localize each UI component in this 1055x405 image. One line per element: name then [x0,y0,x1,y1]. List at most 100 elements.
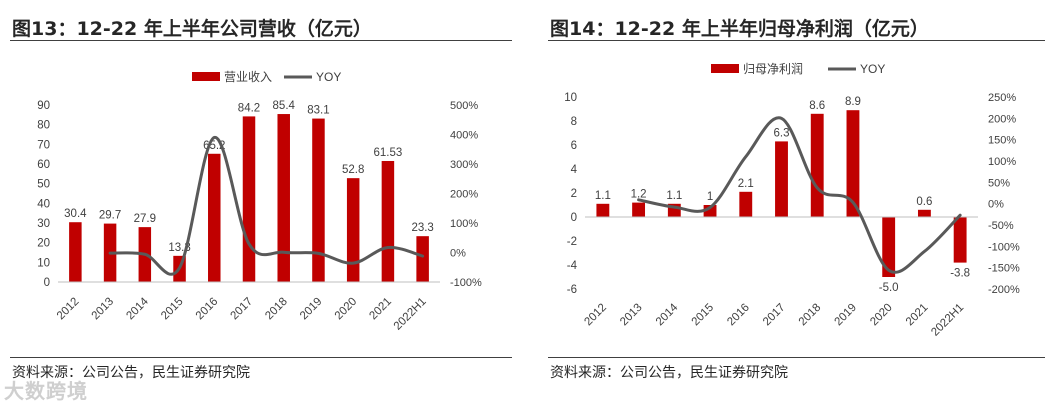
bar-data-label: 1.2 [631,189,647,201]
y-left-tick-label: 50 [37,179,50,191]
y-right-tick-label: -200% [988,284,1020,296]
x-tick-label: 2014 [124,295,151,322]
x-tick-label: 2018 [797,302,824,329]
y-right-tick-label: 0% [988,199,1004,211]
legend-bar-swatch [711,64,739,73]
x-tick-label: 2022H1 [392,296,429,333]
bar-data-label: 1.1 [595,190,611,202]
legend-line-label: YOY [316,70,341,84]
x-tick-label: 2020 [868,302,895,329]
title-rule [548,40,1045,41]
y-left-tick-label: 10 [564,92,577,104]
x-tick-label: 2021 [367,296,394,323]
source-note: 资料来源：公司公告，民生证券研究院 [550,365,788,381]
x-tick-label: 2019 [298,296,325,323]
bar [632,202,646,217]
bar-data-label: 8.9 [845,96,861,108]
y-left-tick-label: 4 [571,164,578,176]
watermark-logo: 大数跨境 [4,379,88,403]
net-profit-chart: 归母净利润 YOY -6 -4 -2 0 2 4 6 8 10 -200% -150% -100% -50%… [564,62,1020,339]
legend-bar-label: 归母净利润 [743,62,803,76]
bar-data-label: 2.1 [738,178,754,190]
bar-data-label: 52.8 [342,164,364,176]
y-left-tick-label: -2 [567,236,577,248]
y-left-tick-label: 10 [37,257,50,269]
x-tick-label: 2014 [654,301,681,328]
y-right-tick-label: -100% [450,277,482,289]
bar [810,113,824,217]
bar [596,203,610,217]
yoy-line [108,136,425,276]
bar [882,217,896,277]
x-tick-label: 2022H1 [929,302,966,339]
x-tick-label: 2012 [582,302,609,329]
bar [208,153,221,282]
y-left-tick-label: -6 [567,284,577,296]
bar-data-label: 1.1 [666,190,682,202]
bar-data-label: -5.0 [879,282,899,294]
x-tick-label: 2021 [904,302,931,329]
bar-data-label: 6.3 [774,127,790,139]
bar-data-label: 29.7 [99,210,121,222]
y-left-tick-label: 60 [37,159,50,171]
y-right-tick-label: 50% [988,177,1010,189]
legend-bar-label: 营业收入 [224,70,272,84]
bar [381,160,395,282]
source-note: 资料来源：公司公告，民生证券研究院 [12,365,250,381]
yoy-line [637,116,962,274]
y-right-tick-label: -150% [988,263,1020,275]
bar-data-label: 8.6 [809,100,825,112]
y-left-tick-label: 70 [37,139,50,151]
y-right-tick-label: 100% [988,156,1016,168]
source-rule [548,357,1045,358]
y-left-tick-label: 2 [571,188,577,200]
bar-data-label: 23.3 [411,222,433,234]
bar [846,110,860,217]
y-left-tick-label: 8 [571,116,577,128]
y-left-tick-label: 20 [37,238,50,250]
y-left-tick-label: 0 [571,212,577,224]
source-rule [10,357,512,358]
legend-bar-swatch [192,72,220,81]
x-tick-label: 2015 [690,302,717,329]
y-right-tick-label: 250% [988,92,1016,104]
bar [739,191,753,217]
y-left-tick-label: 90 [37,100,50,112]
x-tick-label: 2016 [194,296,221,323]
x-tick-label: 2020 [333,296,360,323]
bar [312,118,325,282]
bar-data-label: 1 [707,191,713,203]
y-left-tick-label: 30 [37,218,50,230]
x-tick-label: 2017 [229,296,256,323]
bar-data-label: 84.2 [238,102,260,114]
x-tick-label: 2013 [618,302,645,329]
y-right-tick-label: 200% [988,113,1016,125]
x-tick-label: 2012 [55,296,82,323]
y-left-tick-label: 40 [37,198,50,210]
x-tick-label: 2016 [725,302,752,329]
bar-data-label: 85.4 [273,100,296,112]
y-left-tick-label: 6 [571,140,577,152]
y-left-tick-label: 0 [44,277,50,289]
x-tick-label: 2013 [90,296,117,323]
y-right-tick-label: 300% [450,159,478,171]
bar [775,141,788,217]
revenue-chart-panel: 图13：12-22 年上半年公司营收（亿元） 营业收入 YOY 0 10 20 30 40 5… [0,0,522,405]
y-right-tick-label: 400% [450,130,478,142]
bar [277,114,290,283]
legend-line-label: YOY [860,62,885,76]
y-right-tick-label: -100% [988,241,1020,253]
x-tick-label: 2018 [263,296,290,323]
y-right-tick-label: 100% [450,218,478,230]
bar [416,236,429,282]
x-tick-label: 2019 [832,302,859,329]
bar [953,217,967,263]
bar [69,222,82,282]
chart-title: 图13：12-22 年上半年公司营收（亿元） [12,18,372,40]
bar-data-label: 61.53 [374,147,403,159]
bar [346,178,360,282]
y-right-tick-label: 0% [450,248,466,260]
bar-data-label: 83.1 [307,105,329,117]
y-left-tick-label: 80 [37,120,50,132]
x-tick-label: 2015 [159,296,186,323]
